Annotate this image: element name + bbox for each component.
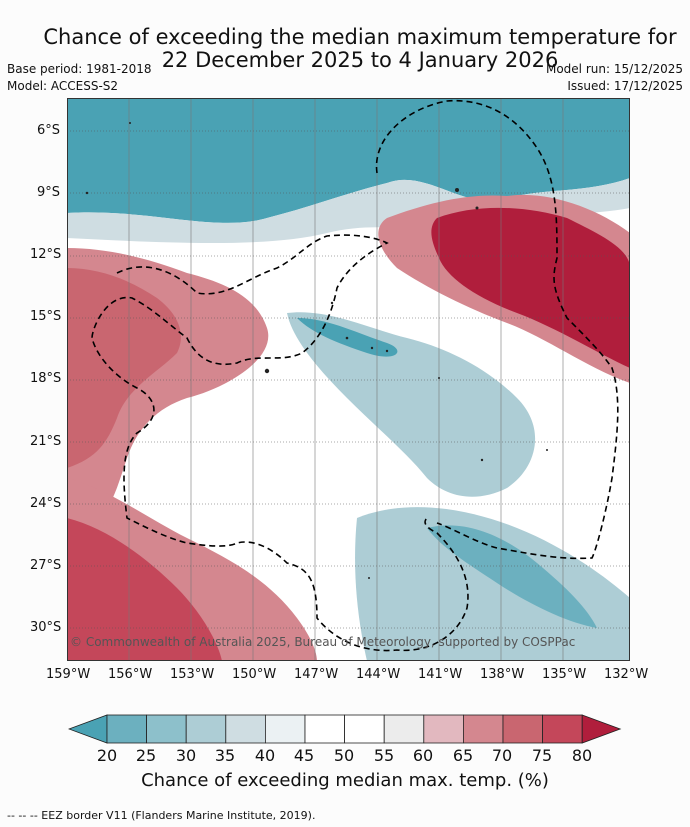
lat-label: 24°S: [30, 496, 62, 511]
colorbar-tick: 50: [333, 746, 355, 765]
colorbar-tick: 55: [373, 746, 395, 765]
colorbar-tick: 40: [254, 746, 276, 765]
colorbar-swatch: [502, 714, 543, 744]
colorbar-label: Chance of exceeding median max. temp. (%…: [141, 770, 549, 791]
copyright-notice: © Commonwealth of Australia 2025, Bureau…: [70, 635, 575, 649]
eez-border-west: [91, 234, 469, 652]
teal-region-north: [67, 98, 630, 223]
eez-legend-footer: -- -- -- EEZ border V11 (Flanders Marine…: [7, 809, 316, 822]
lon-label: 135°W: [542, 667, 587, 682]
lon-label: 159°W: [46, 667, 91, 682]
map-frame: [67, 98, 630, 661]
forecast-map: © Commonwealth of Australia 2025, Bureau…: [67, 98, 630, 661]
colorbar-swatch: [106, 714, 147, 744]
colorbar-swatch: [185, 714, 227, 744]
lat-label: 30°S: [30, 620, 62, 635]
base-period: Base period: 1981-2018: [7, 62, 152, 76]
colorbar-tick: 30: [175, 746, 197, 765]
colorbar-swatch: [146, 714, 187, 744]
colorbar-tick: 75: [531, 746, 553, 765]
lon-label: 150°W: [232, 667, 277, 682]
teal-region-central: [287, 312, 536, 497]
colorbar-swatch: [383, 714, 425, 744]
issued-date: Issued: 17/12/2025: [567, 79, 683, 93]
lat-label: 9°S: [37, 185, 61, 200]
lon-label: 147°W: [294, 667, 339, 682]
colorbar-swatch: [264, 714, 306, 744]
lon-label: 141°W: [418, 667, 463, 682]
colorbar-tick: 65: [452, 746, 474, 765]
colorbar: [68, 714, 622, 744]
colorbar-swatch: [304, 714, 345, 744]
lat-label: 12°S: [30, 247, 62, 262]
lon-label: 156°W: [108, 667, 153, 682]
lon-label: 138°W: [480, 667, 525, 682]
colorbar-tick: 70: [491, 746, 513, 765]
colorbar-tick: 25: [135, 746, 157, 765]
model-name: Model: ACCESS-S2: [7, 79, 119, 93]
colorbar-swatch: [344, 714, 385, 744]
lat-label: 18°S: [30, 371, 62, 386]
lat-label: 6°S: [37, 123, 61, 138]
colorbar-extend-high: [581, 714, 622, 744]
lat-label: 21°S: [30, 434, 62, 449]
teal-region-southeast: [355, 507, 630, 661]
map-title-line1: Chance of exceeding the median maximum t…: [43, 25, 677, 49]
lon-label: 144°W: [356, 667, 401, 682]
islands: [85, 122, 548, 579]
colorbar-tick: 20: [96, 746, 118, 765]
eez-border-east: [375, 99, 619, 560]
meridians: [128, 98, 564, 661]
colorbar-tick: 45: [293, 746, 315, 765]
colorbar-swatch: [542, 714, 583, 744]
red-region-northeast-core: [431, 207, 630, 368]
colorbar-swatch: [423, 714, 464, 744]
red-region-southwest-core: [67, 518, 222, 661]
colorbar-tick: 35: [214, 746, 236, 765]
lon-label: 132°W: [604, 667, 649, 682]
map-title-line2: 22 December 2025 to 4 January 2026: [161, 48, 559, 72]
model-run: Model run: 15/12/2025: [545, 62, 683, 76]
colorbar-swatch: [225, 714, 266, 744]
colorbar-tick: 60: [412, 746, 434, 765]
red-region-west-core: [67, 268, 181, 468]
lat-label: 15°S: [30, 309, 62, 324]
lon-label: 153°W: [170, 667, 215, 682]
teal-region-southeast-core: [427, 525, 597, 628]
colorbar-extend-low: [68, 714, 108, 744]
colorbar-tick: 80: [571, 746, 593, 765]
graticule: [67, 130, 630, 629]
lat-label: 27°S: [30, 558, 62, 573]
colorbar-swatch: [462, 714, 504, 744]
